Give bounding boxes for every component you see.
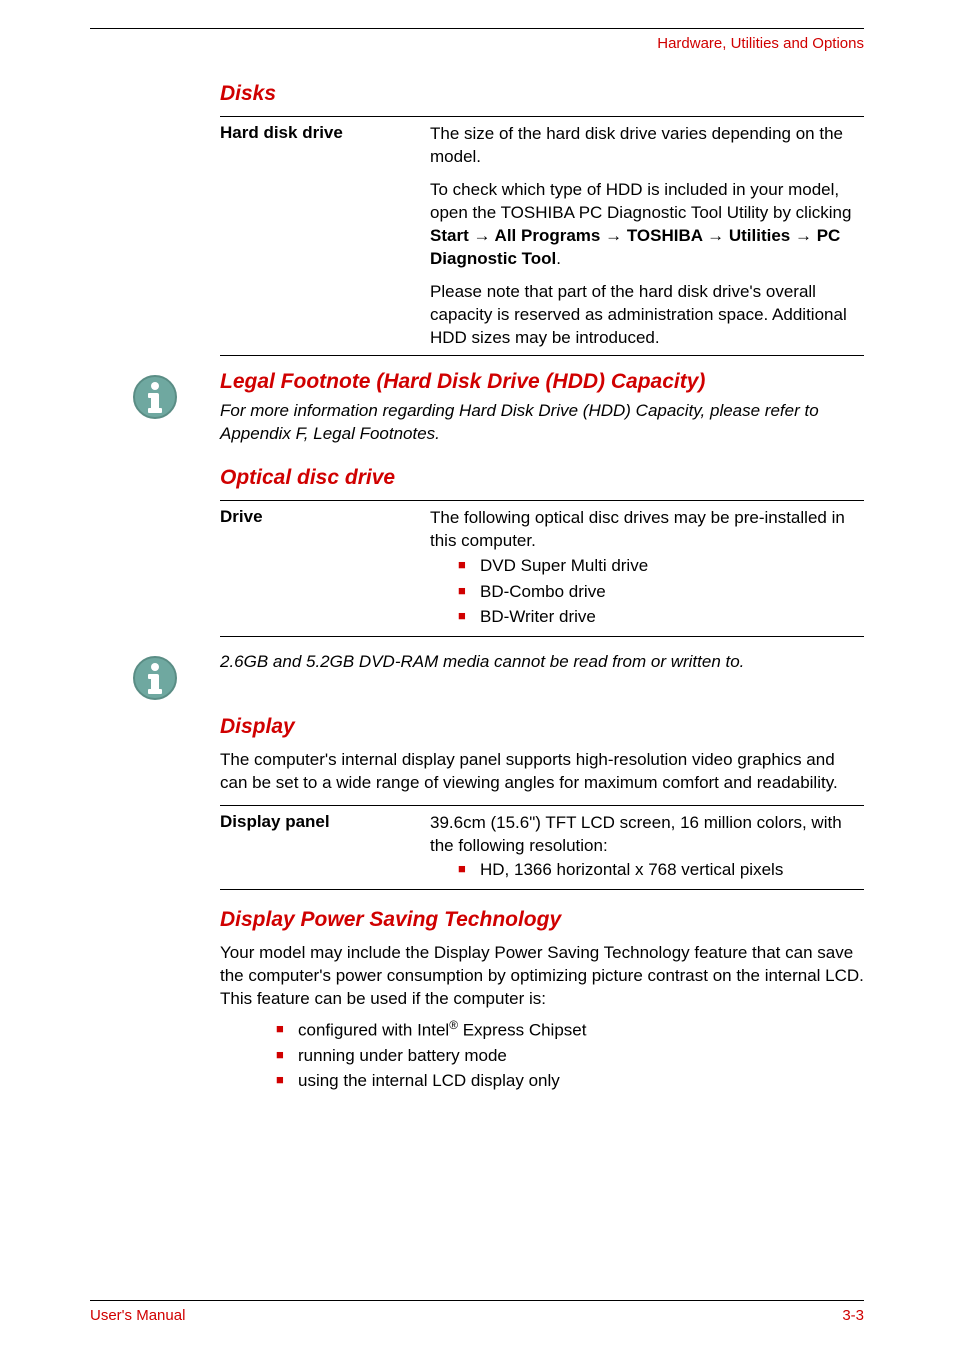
optical-heading: Optical disc drive [220,466,864,490]
bold-utilities: Utilities [724,226,795,245]
dpst-item1-post: Express Chipset [458,1020,587,1039]
list-item: using the internal LCD display only [276,1068,864,1094]
display-desc-text: 39.6cm (15.6") TFT LCD screen, 16 millio… [430,812,864,858]
list-item: DVD Super Multi drive [458,553,864,579]
legal-body: For more information regarding Hard Disk… [220,400,864,446]
arrow-icon: → [605,226,622,245]
divider [220,355,864,356]
header-section-title: Hardware, Utilities and Options [90,35,864,52]
list-item: running under battery mode [276,1043,864,1069]
arrow-icon: → [795,226,812,245]
dpst-list: configured with Intel® Express Chipset r… [220,1017,864,1094]
divider [220,889,864,890]
bold-allprograms: All Programs [490,226,605,245]
dvd-note-row: 2.6GB and 5.2GB DVD-RAM media cannot be … [90,651,864,701]
display-list: HD, 1366 horizontal x 768 vertical pixel… [430,857,864,883]
dpst-intro: Your model may include the Display Power… [220,942,864,1011]
hdd-desc-line2: To check which type of HDD is included i… [430,179,864,271]
hdd-desc: The size of the hard disk drive varies d… [430,117,864,355]
display-panel-label: Display panel [220,806,430,889]
divider [220,636,864,637]
display-panel-desc: 39.6cm (15.6") TFT LCD screen, 16 millio… [430,806,864,889]
info-icon-holder [90,651,220,701]
info-icon [132,655,178,701]
legal-heading: Legal Footnote (Hard Disk Drive (HDD) Ca… [220,370,864,394]
display-heading: Display [220,715,864,739]
bold-start: Start [430,226,473,245]
footer-right: 3-3 [842,1307,864,1324]
dpst-item1-pre: configured with Intel [298,1020,449,1039]
optical-desc: The following optical disc drives may be… [430,501,864,635]
top-rule [90,28,864,29]
optical-table: Drive The following optical disc drives … [220,501,864,635]
info-icon [132,374,178,420]
optical-list: DVD Super Multi drive BD-Combo drive BD-… [430,553,864,630]
bold-toshiba: TOSHIBA [622,226,707,245]
footer-rule [90,1300,864,1301]
display-intro: The computer's internal display panel su… [220,749,864,795]
hdd-desc2-pre: To check which type of HDD is included i… [430,180,851,222]
list-item: BD-Writer drive [458,604,864,630]
disks-table: Hard disk drive The size of the hard dis… [220,117,864,355]
optical-label: Drive [220,501,430,635]
dpst-heading: Display Power Saving Technology [220,908,864,932]
hdd-desc-line3: Please note that part of the hard disk d… [430,281,864,350]
info-icon-holder [90,370,220,420]
footer: User's Manual 3-3 [90,1300,864,1324]
list-item: BD-Combo drive [458,579,864,605]
display-table: Display panel 39.6cm (15.6") TFT LCD scr… [220,806,864,889]
optical-desc-text: The following optical disc drives may be… [430,507,864,553]
dpst-item1-sup: ® [449,1018,458,1032]
disks-heading: Disks [220,82,864,106]
dvd-note-body: 2.6GB and 5.2GB DVD-RAM media cannot be … [220,651,864,674]
arrow-icon: → [707,226,724,245]
hdd-desc-line1: The size of the hard disk drive varies d… [430,123,864,169]
arrow-icon: → [473,226,490,245]
legal-footnote-row: Legal Footnote (Hard Disk Drive (HDD) Ca… [90,370,864,446]
hdd-label: Hard disk drive [220,117,430,355]
list-item: configured with Intel® Express Chipset [276,1017,864,1043]
footer-left: User's Manual [90,1307,185,1324]
list-item: HD, 1366 horizontal x 768 vertical pixel… [458,857,864,883]
